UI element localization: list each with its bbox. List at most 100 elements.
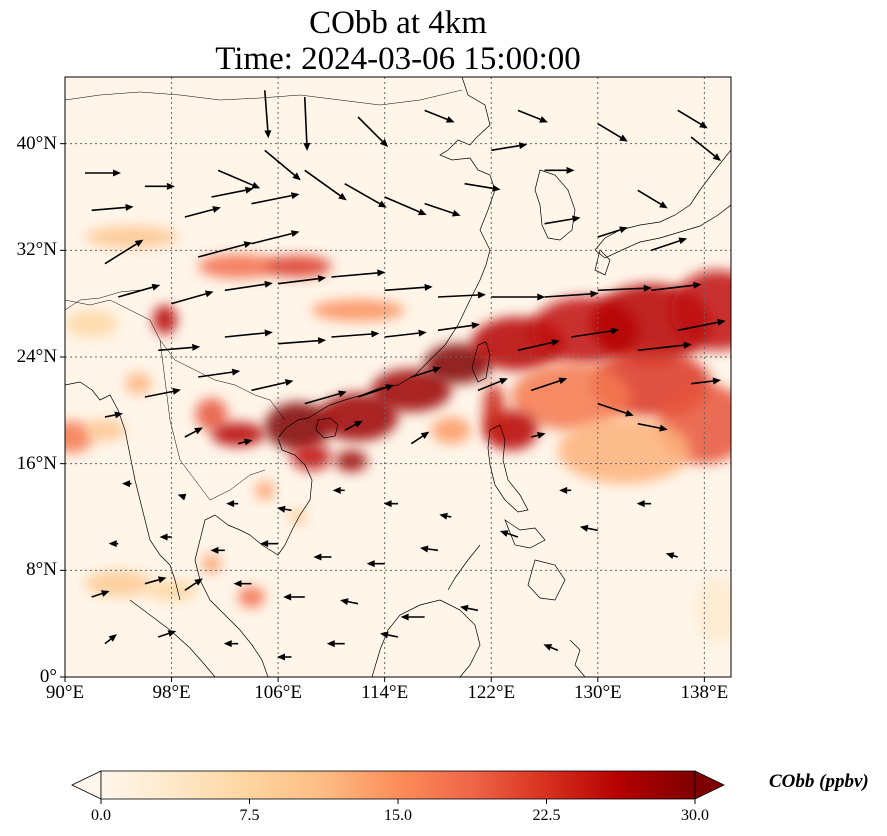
wind-arrow-shaft bbox=[104, 638, 112, 645]
wind-arrow-head bbox=[400, 613, 409, 621]
cobb-plume bbox=[318, 393, 398, 441]
wind-arrow-shaft bbox=[427, 548, 439, 552]
wind-arrow bbox=[636, 500, 652, 508]
wind-arrow-shaft bbox=[303, 96, 308, 144]
wind-arrow bbox=[144, 182, 175, 190]
wind-arrow-shaft bbox=[347, 600, 359, 605]
wind-arrow bbox=[157, 630, 177, 638]
wind-arrow-shaft bbox=[531, 434, 539, 438]
wind-arrow-head bbox=[340, 598, 349, 606]
wind-arrow-head bbox=[419, 545, 429, 553]
wind-arrow-shaft bbox=[544, 218, 573, 225]
wind-arrow-head bbox=[243, 241, 253, 249]
colorbar-tick-label: 0.0 bbox=[91, 807, 111, 824]
wind-arrow-head bbox=[108, 634, 117, 642]
cobb-field bbox=[65, 226, 731, 644]
wind-arrow bbox=[571, 327, 620, 338]
lat-tick-label: 32°N bbox=[16, 239, 57, 261]
wind-arrow bbox=[278, 275, 327, 285]
wind-arrow-head bbox=[151, 283, 161, 291]
wind-arrow bbox=[410, 431, 430, 445]
wind-arrow-shaft bbox=[251, 381, 286, 392]
wind-arrow-shaft bbox=[491, 144, 520, 152]
wind-arrow-shaft bbox=[104, 243, 138, 265]
wind-arrow-shaft bbox=[224, 283, 266, 292]
wind-arrow-head bbox=[167, 630, 177, 637]
wind-arrow bbox=[277, 653, 292, 661]
wind-arrow-shaft bbox=[144, 390, 174, 398]
wind-arrow-head bbox=[112, 169, 121, 177]
wind-arrow-shaft bbox=[637, 344, 684, 352]
wind-arrow bbox=[411, 366, 442, 378]
wind-arrow bbox=[237, 438, 253, 446]
wind-arrow bbox=[171, 290, 214, 305]
wind-arrow-shaft bbox=[544, 293, 591, 298]
wind-arrow-head bbox=[354, 420, 363, 428]
wind-arrow bbox=[108, 540, 119, 548]
wind-arrow-shaft bbox=[184, 582, 197, 591]
wind-arrow-shaft bbox=[331, 333, 372, 338]
cobb-plume bbox=[335, 450, 368, 472]
wind-arrow-head bbox=[536, 431, 546, 439]
wind-arrow-head bbox=[420, 431, 430, 440]
wind-arrow bbox=[517, 109, 548, 123]
wind-arrow bbox=[531, 431, 546, 439]
wind-arrow-head bbox=[277, 653, 286, 661]
wind-arrow-shaft bbox=[384, 196, 420, 213]
wind-arrow-shaft bbox=[673, 554, 678, 558]
wind-arrow-shaft bbox=[144, 579, 160, 585]
colorbar-tick-label: 22.5 bbox=[532, 807, 561, 824]
wind-arrow-shaft bbox=[237, 441, 245, 445]
wind-arrow bbox=[637, 189, 668, 209]
wind-arrow-shaft bbox=[690, 136, 716, 157]
wind-arrow bbox=[559, 486, 572, 494]
coastline-mindanao bbox=[527, 559, 566, 601]
wind-arrow-head bbox=[551, 339, 560, 346]
lon-tick-label: 122°E bbox=[467, 682, 516, 703]
wind-arrow-head bbox=[424, 283, 433, 291]
wind-arrow-shaft bbox=[437, 324, 473, 332]
wind-arrow bbox=[104, 239, 144, 265]
lon-tick-label: 130°E bbox=[573, 682, 622, 703]
wind-arrow-head bbox=[499, 378, 508, 385]
wind-arrow bbox=[91, 203, 134, 212]
wind-arrow bbox=[384, 329, 427, 338]
wind-arrow bbox=[543, 644, 559, 652]
cobb-plume bbox=[84, 419, 125, 442]
wind-arrow-head bbox=[432, 366, 442, 374]
wind-arrow-head bbox=[290, 230, 300, 238]
wind-arrow-head bbox=[636, 500, 645, 508]
wind-arrow-shaft bbox=[637, 422, 661, 429]
cobb-plume bbox=[198, 254, 279, 279]
wind-arrow-head bbox=[332, 486, 341, 494]
coastline-japan bbox=[594, 149, 731, 259]
coastline-taiwan bbox=[471, 341, 491, 383]
wind-arrow bbox=[277, 505, 292, 513]
wind-arrow bbox=[217, 169, 261, 189]
lon-tick-label: 98°E bbox=[152, 682, 191, 703]
wind-arrow bbox=[122, 480, 132, 488]
wind-arrow-head bbox=[251, 181, 261, 189]
gridlines bbox=[65, 77, 731, 677]
wind-arrow-head bbox=[459, 604, 469, 612]
wind-arrow-shaft bbox=[91, 206, 126, 212]
wind-arrow bbox=[544, 290, 599, 298]
wind-arrow-shaft bbox=[650, 240, 680, 252]
wind-arrow-shaft bbox=[550, 646, 559, 652]
wind-arrow-head bbox=[683, 341, 692, 349]
wind-arrow-head bbox=[108, 540, 117, 548]
cobb-plume bbox=[511, 363, 632, 431]
wind-arrow-head bbox=[559, 486, 568, 494]
wind-arrow bbox=[344, 182, 387, 208]
wind-arrow-head bbox=[264, 329, 273, 337]
wind-arrow bbox=[384, 283, 433, 292]
wind-arrow-shaft bbox=[517, 341, 553, 352]
wind-arrow-head bbox=[326, 640, 335, 648]
wind-arrow bbox=[579, 524, 598, 532]
wind-arrow bbox=[677, 318, 726, 332]
wind-arrow-shaft bbox=[284, 508, 292, 512]
wind-arrow-head bbox=[380, 631, 389, 639]
wind-arrow-shaft bbox=[104, 414, 116, 418]
wind-arrow bbox=[198, 368, 241, 378]
wind-arrow bbox=[357, 384, 395, 398]
